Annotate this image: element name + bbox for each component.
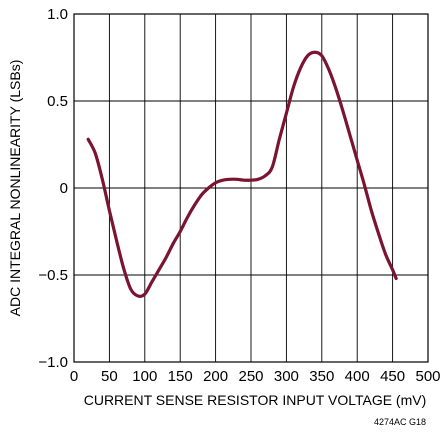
y-tick-label: −1.0 bbox=[38, 354, 68, 371]
figure-code: 4274AC G18 bbox=[374, 417, 426, 427]
y-tick-label: −0.5 bbox=[38, 267, 68, 284]
x-tick-label: 0 bbox=[70, 368, 78, 385]
x-tick-label: 200 bbox=[203, 368, 228, 385]
x-tick-label: 50 bbox=[101, 368, 118, 385]
y-tick-label: 0.5 bbox=[47, 93, 68, 110]
inl-curve bbox=[86, 50, 398, 298]
plot-frame bbox=[73, 13, 429, 363]
x-tick-label: 350 bbox=[309, 368, 334, 385]
x-tick-label: 100 bbox=[132, 368, 157, 385]
x-tick-label: 250 bbox=[238, 368, 263, 385]
x-tick-label: 150 bbox=[168, 368, 193, 385]
x-tick-label: 450 bbox=[380, 368, 405, 385]
x-tick-label: 500 bbox=[415, 368, 440, 385]
y-tick-label: 0 bbox=[60, 180, 68, 197]
x-axis-title: CURRENT SENSE RESISTOR INPUT VOLTAGE (mV… bbox=[84, 392, 427, 408]
y-tick-label: 1.0 bbox=[47, 6, 68, 23]
grid bbox=[74, 14, 428, 362]
tick-labels: 0 50 100 150 200 250 300 350 400 450 500 −1.0 −0.5 0 0… bbox=[38, 6, 440, 385]
y-axis-title: ADC INTEGRAL NONLINEARITY (LSBs) bbox=[7, 60, 23, 317]
x-tick-label: 400 bbox=[345, 368, 370, 385]
x-tick-label: 300 bbox=[274, 368, 299, 385]
series-layer bbox=[86, 50, 398, 298]
